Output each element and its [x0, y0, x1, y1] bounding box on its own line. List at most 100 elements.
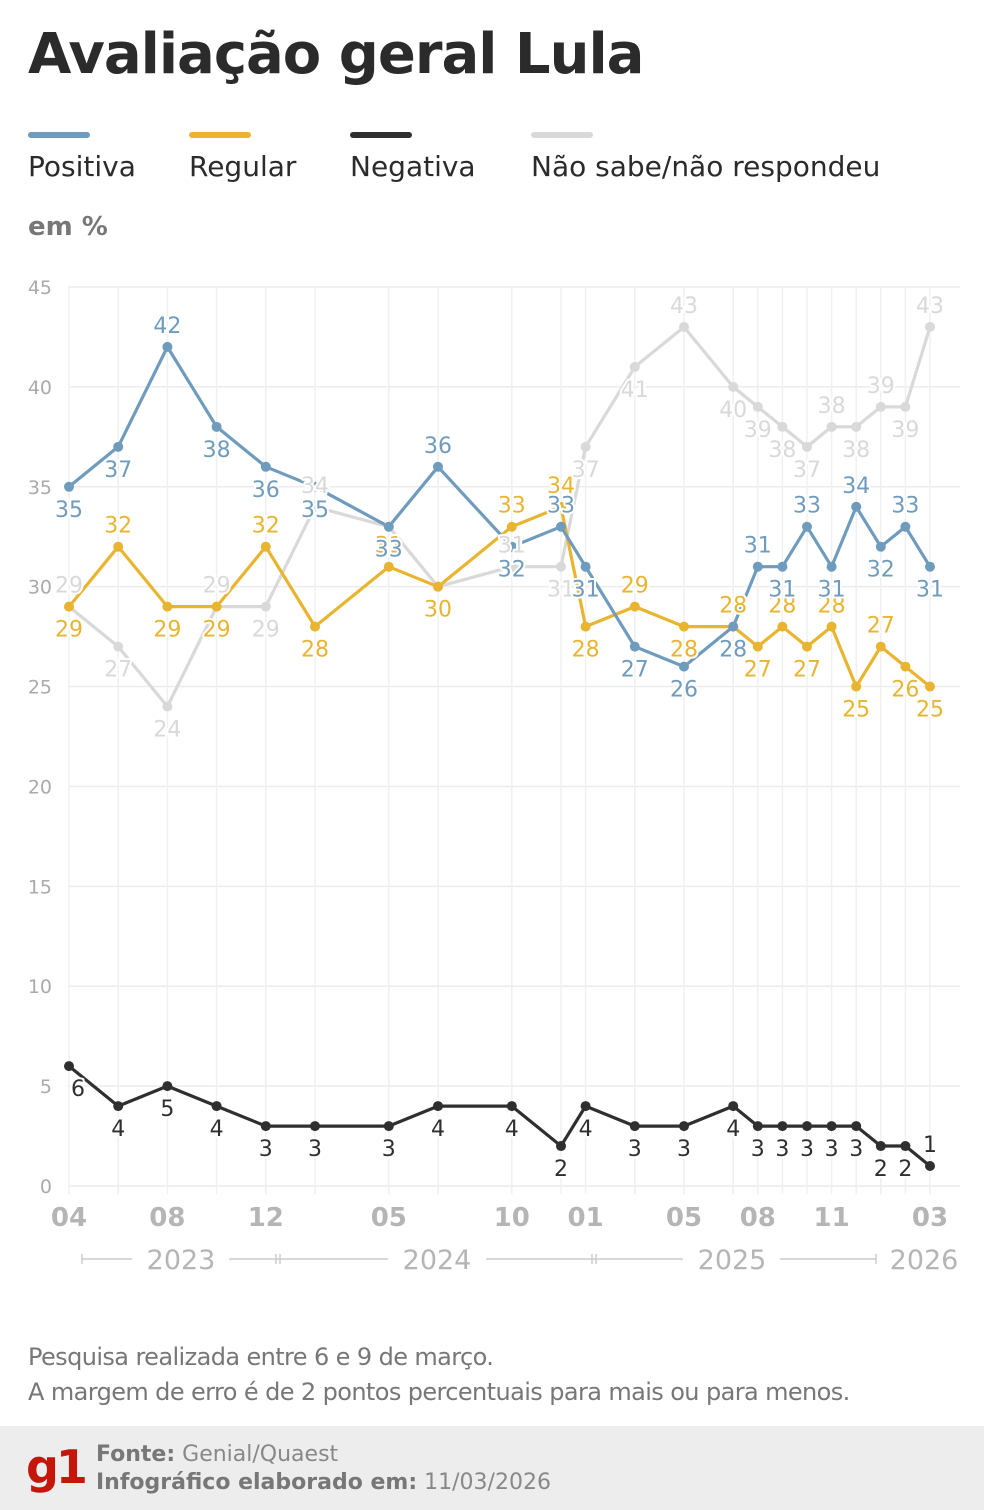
data-point-regular	[679, 621, 689, 632]
data-label-negativa: 4	[431, 1117, 445, 1142]
data-point-negativa	[777, 1121, 788, 1132]
data-label-negativa: 4	[505, 1117, 519, 1142]
data-point-regular	[802, 641, 812, 652]
legend-label-regular: Regular	[189, 150, 297, 183]
data-label-positiva: 33	[375, 538, 403, 563]
year-label: 2025	[698, 1245, 767, 1276]
data-point-positiva	[162, 341, 173, 352]
series-line-positiva	[67, 345, 932, 669]
data-label-positiva: 33	[891, 494, 919, 519]
data-point-regular	[383, 561, 394, 572]
data-point-regular	[64, 601, 74, 612]
unit-label: em %	[28, 212, 108, 242]
data-point-regular	[925, 681, 935, 692]
data-label-regular: 33	[498, 494, 526, 519]
data-point-positiva	[64, 481, 74, 492]
data-point-nao_sabe	[752, 401, 763, 412]
data-label-regular: 28	[768, 594, 796, 619]
data-label-regular: 34	[547, 474, 575, 499]
data-label-regular: 25	[916, 698, 944, 723]
date-line: Infográfico elaborado em: 11/03/2026	[96, 1470, 551, 1495]
chart-title: Avaliação geral Lula	[28, 22, 644, 87]
x-tick-label: 10	[494, 1203, 530, 1233]
data-point-positiva	[211, 421, 222, 432]
data-label-nao_sabe: 31	[547, 578, 575, 603]
data-point-regular	[162, 601, 173, 612]
chart-points	[64, 321, 935, 1172]
x-tick-label: 08	[149, 1203, 185, 1233]
data-point-positiva	[113, 441, 124, 452]
data-label-negativa: 1	[923, 1133, 937, 1158]
year-label: 2023	[147, 1245, 216, 1276]
data-label-nao_sabe: 29	[203, 574, 231, 599]
g1-logo[interactable]: g1	[26, 1440, 88, 1494]
date-label: Infográfico elaborado em:	[96, 1470, 418, 1495]
data-label-nao_sabe: 43	[916, 294, 944, 319]
data-point-negativa	[260, 1121, 271, 1132]
legend-label-nao-sabe: Não sabe/não respondeu	[531, 150, 881, 183]
data-point-positiva	[556, 521, 566, 532]
data-point-regular	[211, 601, 222, 612]
data-label-positiva: 31	[744, 534, 772, 559]
data-point-positiva	[580, 561, 591, 572]
data-label-negativa: 3	[775, 1137, 789, 1162]
data-point-nao_sabe	[310, 501, 320, 512]
data-label-negativa: 4	[111, 1117, 125, 1142]
data-label-negativa: 4	[579, 1117, 593, 1142]
legend-swatch-regular	[189, 132, 251, 138]
data-label-positiva: 32	[867, 558, 895, 583]
legend-swatch-positiva	[28, 132, 90, 138]
data-label-nao_sabe: 37	[793, 458, 821, 483]
y-tick-label: 25	[28, 677, 52, 699]
data-label-negativa: 3	[628, 1137, 642, 1162]
data-point-nao_sabe	[851, 421, 862, 432]
data-label-regular: 32	[252, 514, 280, 539]
source-value: Genial/Quaest	[182, 1442, 339, 1467]
series-line-regular	[67, 505, 932, 689]
legend-item-positiva: Positiva	[28, 132, 136, 183]
y-tick-label: 45	[28, 277, 52, 299]
data-label-negativa: 3	[849, 1137, 863, 1162]
data-point-positiva	[752, 561, 763, 572]
data-point-negativa	[875, 1141, 886, 1152]
data-point-positiva	[383, 521, 394, 532]
data-point-positiva	[777, 561, 788, 572]
data-label-regular: 29	[203, 618, 231, 643]
data-label-nao_sabe: 38	[768, 438, 796, 463]
legend-swatch-negativa	[350, 132, 412, 138]
note-line-2: A margem de erro é de 2 pontos percentua…	[28, 1378, 850, 1406]
x-tick-label: 01	[568, 1203, 604, 1233]
data-label-negativa: 3	[259, 1137, 273, 1162]
data-label-positiva: 35	[301, 498, 329, 523]
data-label-negativa: 2	[554, 1157, 568, 1182]
legend-swatch-nao-sabe	[531, 132, 593, 138]
data-point-positiva	[826, 561, 837, 572]
data-point-negativa	[64, 1061, 74, 1072]
data-label-nao_sabe: 29	[252, 618, 280, 643]
data-point-nao_sabe	[580, 441, 591, 452]
data-label-regular: 29	[153, 618, 181, 643]
data-label-nao_sabe: 33	[375, 538, 403, 563]
data-point-negativa	[900, 1141, 911, 1152]
data-label-negativa: 3	[800, 1137, 814, 1162]
data-label-positiva: 42	[153, 314, 181, 339]
data-label-regular: 26	[891, 678, 919, 703]
x-tick-label: 05	[666, 1203, 702, 1233]
data-point-regular	[900, 661, 911, 672]
data-label-negativa: 3	[677, 1137, 691, 1162]
year-label: 2024	[403, 1245, 472, 1276]
x-tick-label: 04	[51, 1203, 87, 1233]
data-label-regular: 27	[744, 658, 772, 683]
data-label-nao_sabe: 29	[55, 574, 83, 599]
data-label-regular: 29	[621, 574, 649, 599]
data-label-nao_sabe: 39	[891, 418, 919, 443]
data-label-nao_sabe: 30	[424, 598, 452, 623]
source-label: Fonte:	[96, 1442, 176, 1467]
data-label-nao_sabe: 41	[621, 378, 649, 403]
data-label-regular: 32	[104, 514, 132, 539]
data-label-nao_sabe: 40	[719, 398, 747, 423]
data-point-regular	[777, 621, 788, 632]
data-label-positiva: 28	[719, 638, 747, 663]
series-line-negativa	[67, 1064, 932, 1168]
